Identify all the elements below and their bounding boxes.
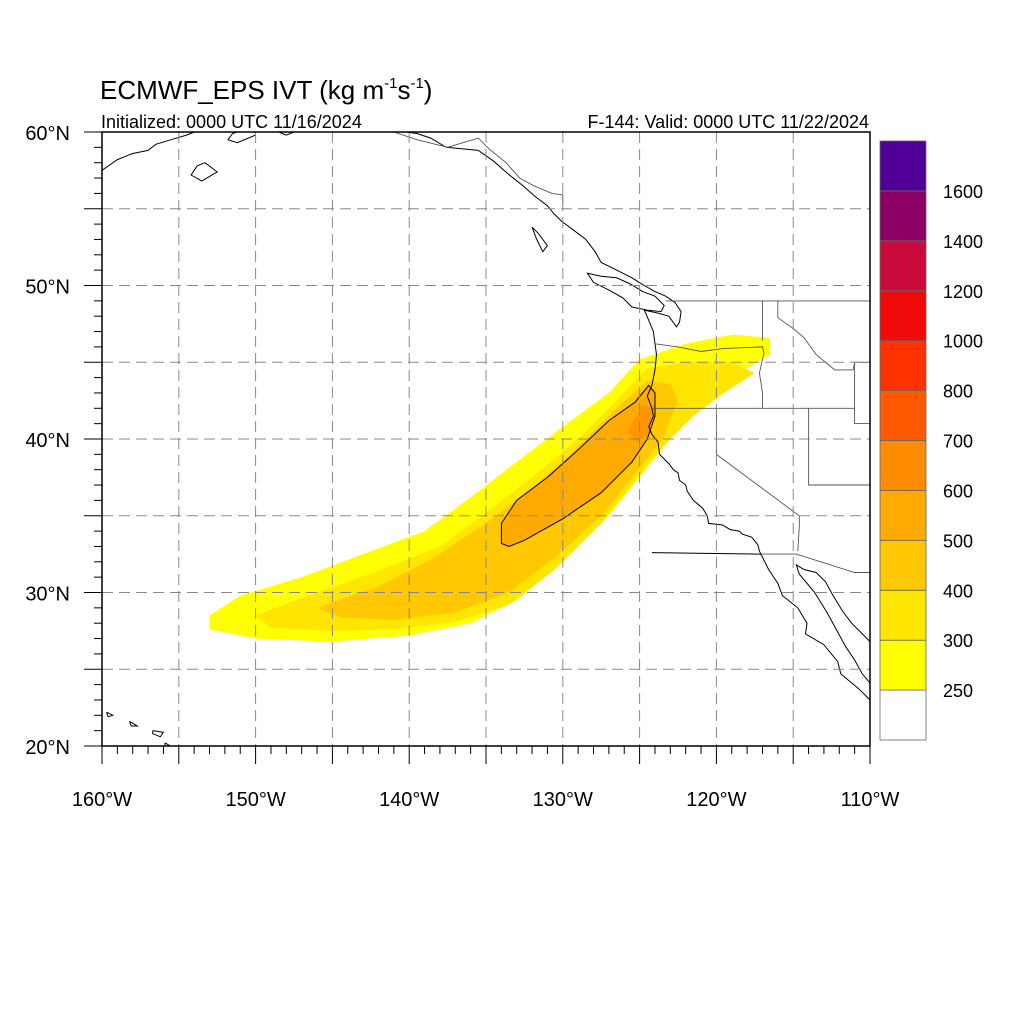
coastline-1 <box>760 553 870 701</box>
colorbar-labels: 250 300 400 500 600 700 800 1000 1200 1400 1600 <box>943 182 983 701</box>
boundary-line-8 <box>854 362 870 425</box>
coastline-11 <box>129 720 140 727</box>
coastline-10 <box>152 730 165 738</box>
colorbar-label: 700 <box>943 432 973 452</box>
coastline-12 <box>106 711 115 718</box>
coastline-6 <box>227 132 256 144</box>
lon-tick-label: 110°W <box>841 789 900 811</box>
lon-tick-label: 140°W <box>379 789 439 811</box>
boundary-line-10 <box>393 132 564 205</box>
colorbar-bin <box>879 140 927 192</box>
colorbar-bin <box>879 589 927 641</box>
colorbar-bin <box>879 489 927 541</box>
coastline-3 <box>586 272 665 313</box>
colorbar-label: 600 <box>943 481 973 501</box>
coastline-5 <box>102 132 195 171</box>
boundary-line-9 <box>808 408 870 486</box>
boundary-line-4 <box>654 343 765 409</box>
lat-tick-label: 60°N <box>25 123 70 145</box>
lat-tick-label: 40°N <box>25 430 70 452</box>
ivt-500-contour <box>500 384 656 548</box>
coastline-7 <box>278 132 295 136</box>
figure-title: ECMWF_EPS IVT (kg m-1s-1) <box>100 75 432 105</box>
lat-tick-label: 50°N <box>25 277 70 299</box>
colorbar-bin <box>879 639 927 691</box>
ivt-level-500 <box>501 385 655 547</box>
colorbar-bin <box>879 290 927 342</box>
colorbar-bin <box>879 539 927 591</box>
colorbar-bins <box>879 140 927 741</box>
colorbar-label: 800 <box>943 382 973 402</box>
valid-time-subtitle: F-144: Valid: 0000 UTC 11/22/2024 <box>587 112 869 132</box>
lat-tick-label: 20°N <box>25 737 70 759</box>
colorbar: 250 300 400 500 600 700 800 1000 1200 1400 1600 <box>879 140 983 741</box>
boundary-line-6 <box>777 300 856 371</box>
boundary-line-1 <box>760 553 870 573</box>
coastline-2 <box>406 132 682 328</box>
colorbar-bin <box>879 190 927 242</box>
coastline-0 <box>643 309 762 555</box>
lat-tick-label: 30°N <box>25 584 70 606</box>
map-panel: 160°W 150°W 140°W 130°W 120°W 110°W 20°N 30°N 4… <box>25 123 899 811</box>
colorbar-bin <box>879 240 927 292</box>
latitude-tick-labels: 20°N 30°N 40°N 50°N 60°N <box>25 123 70 759</box>
colorbar-bin <box>879 440 927 491</box>
coastline-4 <box>531 226 549 253</box>
colorbar-label: 250 <box>943 681 973 701</box>
colorbar-label: 1200 <box>943 282 983 302</box>
init-time-subtitle: Initialized: 0000 UTC 11/16/2024 <box>101 112 362 132</box>
colorbar-label: 1400 <box>943 232 983 252</box>
contour-line-500 <box>500 384 656 548</box>
coastline-8 <box>190 162 219 182</box>
colorbar-bin <box>879 390 927 441</box>
colorbar-label: 400 <box>943 581 973 601</box>
colorbar-label: 1600 <box>943 182 983 202</box>
longitude-tick-labels: 160°W 150°W 140°W 130°W 120°W 110°W <box>72 789 900 811</box>
colorbar-label: 1000 <box>943 332 983 352</box>
lon-tick-label: 150°W <box>225 789 285 811</box>
graticule-gridlines <box>102 132 870 746</box>
colorbar-label: 500 <box>943 531 973 551</box>
colorbar-bin <box>879 340 927 392</box>
lon-tick-label: 120°W <box>686 789 746 811</box>
colorbar-bin <box>879 689 927 741</box>
lon-tick-label: 130°W <box>533 789 593 811</box>
axis-ticks <box>84 131 871 764</box>
lon-tick-label: 160°W <box>72 789 132 811</box>
colorbar-label: 300 <box>943 631 973 651</box>
coastlines <box>102 132 870 746</box>
